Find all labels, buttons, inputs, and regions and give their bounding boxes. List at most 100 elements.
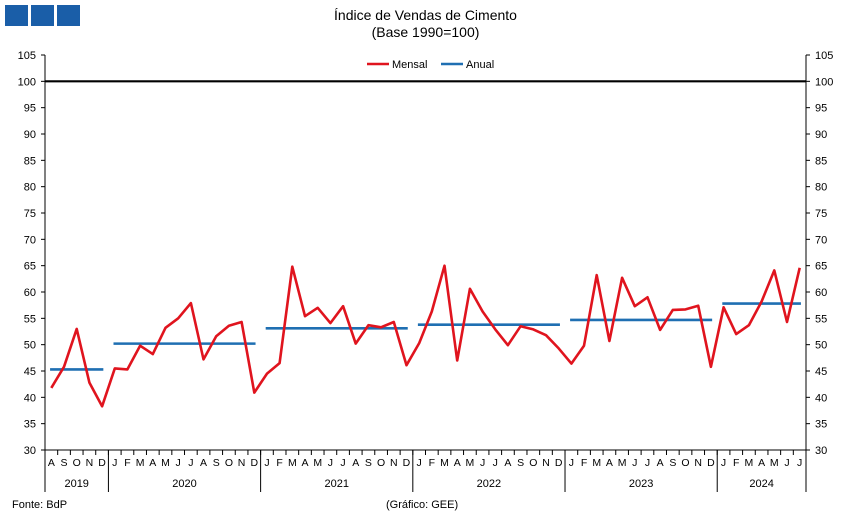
month-label: D [98, 457, 106, 469]
y-tick-label-right: 30 [815, 445, 827, 457]
month-label: O [225, 457, 233, 469]
month-label: M [745, 457, 754, 469]
y-tick-label-left: 65 [24, 261, 36, 273]
month-label: O [377, 457, 385, 469]
chart-title: Índice de Vendas de Cimento [334, 7, 517, 23]
y-tick-label-right: 45 [815, 366, 827, 378]
month-label: D [250, 457, 258, 469]
month-label: A [302, 457, 309, 469]
month-label: J [784, 457, 789, 469]
month-label: A [758, 457, 765, 469]
month-label: S [213, 457, 220, 469]
month-label: D [555, 457, 563, 469]
y-tick-label-right: 75 [815, 208, 827, 220]
chart-title-block: Índice de Vendas de Cimento (Base 1990=1… [0, 7, 851, 41]
month-label: J [569, 457, 574, 469]
y-tick-label-right: 85 [815, 155, 827, 167]
month-label: N [694, 457, 702, 469]
y-tick-label-right: 80 [815, 182, 827, 194]
logo-block-2 [31, 5, 54, 26]
month-label: J [176, 457, 181, 469]
month-label: J [480, 457, 485, 469]
year-label: 2020 [172, 478, 196, 490]
month-label: S [365, 457, 372, 469]
month-label: A [657, 457, 664, 469]
y-tick-label-left: 85 [24, 155, 36, 167]
month-label: M [618, 457, 627, 469]
y-tick-label-right: 95 [815, 103, 827, 115]
month-label: O [529, 457, 537, 469]
brand-logo [5, 5, 80, 26]
year-label: 2023 [629, 478, 653, 490]
month-label: A [454, 457, 461, 469]
month-label: M [592, 457, 601, 469]
month-label: F [429, 457, 435, 469]
y-tick-label-right: 40 [815, 392, 827, 404]
month-label: M [288, 457, 297, 469]
monthly-series-line [50, 264, 801, 408]
month-label: D [707, 457, 715, 469]
month-label: J [264, 457, 269, 469]
y-tick-label-right: 60 [815, 287, 827, 299]
month-label: M [136, 457, 145, 469]
legend: Mensal Anual [367, 59, 494, 71]
source-note: Fonte: BdP [12, 499, 68, 511]
month-label: O [681, 457, 689, 469]
month-label: J [112, 457, 117, 469]
y-tick-label-right: 35 [815, 419, 827, 431]
month-label: D [403, 457, 411, 469]
year-label: 2021 [324, 478, 348, 490]
year-label: 2022 [477, 478, 501, 490]
y-tick-label-left: 75 [24, 208, 36, 220]
y-tick-label-right: 90 [815, 129, 827, 141]
month-label: A [504, 457, 511, 469]
chart-subtitle: (Base 1990=100) [371, 24, 480, 40]
y-tick-label-right: 50 [815, 340, 827, 352]
y-tick-label-right: 105 [815, 50, 833, 62]
month-label: J [340, 457, 345, 469]
y-tick-label-left: 60 [24, 287, 36, 299]
y-tick-label-right: 65 [815, 261, 827, 273]
month-label: J [645, 457, 650, 469]
y-tick-label-left: 45 [24, 366, 36, 378]
month-label: J [797, 457, 802, 469]
month-label: M [313, 457, 322, 469]
y-tick-label-left: 105 [18, 50, 36, 62]
month-label: M [440, 457, 449, 469]
month-label: F [733, 457, 739, 469]
credit-note: (Gráfico: GEE) [386, 499, 459, 511]
legend-label-anual: Anual [466, 59, 494, 71]
logo-block-3 [57, 5, 80, 26]
year-label: 2019 [64, 478, 88, 490]
month-label: A [352, 457, 359, 469]
month-label: J [417, 457, 422, 469]
month-label: A [606, 457, 613, 469]
month-label: S [517, 457, 524, 469]
y-tick-label-right: 100 [815, 76, 833, 88]
month-label: A [200, 457, 207, 469]
month-label: M [770, 457, 779, 469]
y-tick-label-left: 70 [24, 234, 36, 246]
y-tick-label-right: 70 [815, 234, 827, 246]
month-label: O [73, 457, 81, 469]
month-label: M [161, 457, 170, 469]
month-label: N [390, 457, 398, 469]
month-label: S [61, 457, 68, 469]
month-label: N [86, 457, 94, 469]
y-tick-label-left: 90 [24, 129, 36, 141]
month-label: A [149, 457, 156, 469]
logo-block-1 [5, 5, 28, 26]
y-tick-label-left: 50 [24, 340, 36, 352]
month-label: S [669, 457, 676, 469]
month-label: F [276, 457, 282, 469]
y-tick-label-left: 100 [18, 76, 36, 88]
month-label: A [48, 457, 55, 469]
month-label: F [581, 457, 587, 469]
month-label: J [721, 457, 726, 469]
y-tick-label-right: 55 [815, 313, 827, 325]
legend-label-mensal: Mensal [392, 59, 427, 71]
y-tick-label-left: 80 [24, 182, 36, 194]
month-label: J [632, 457, 637, 469]
month-label: F [124, 457, 130, 469]
